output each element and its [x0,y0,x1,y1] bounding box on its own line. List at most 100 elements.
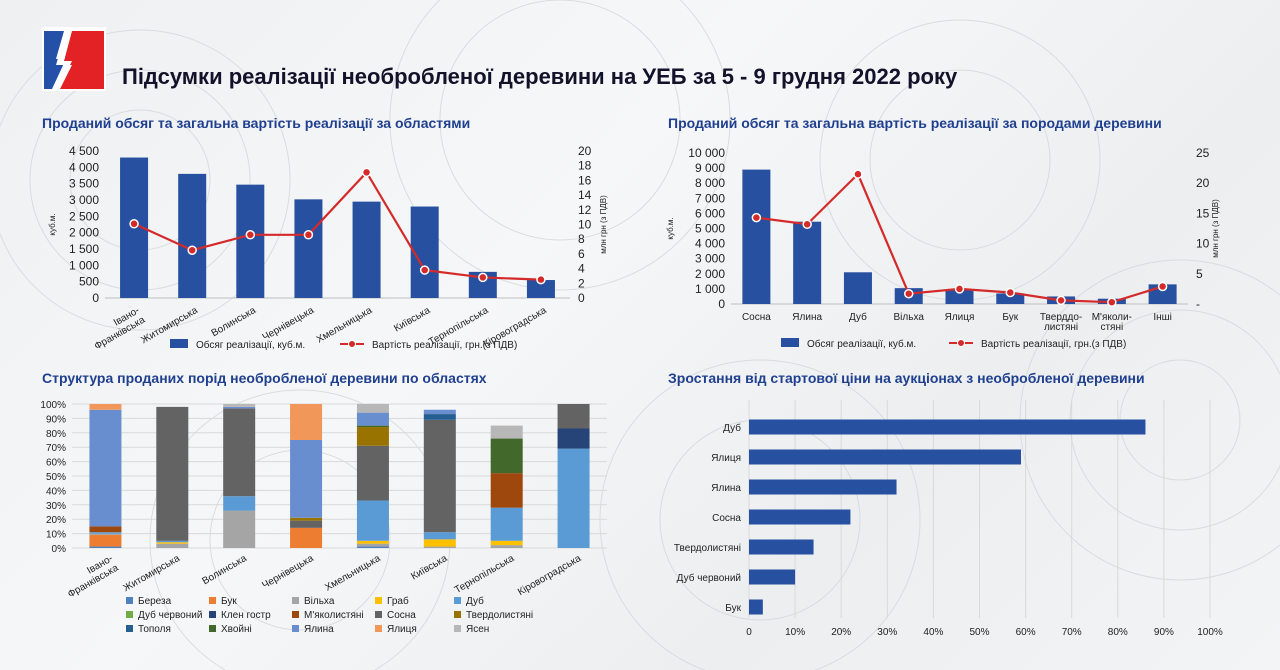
y-tick-label: 1 000 [69,258,99,272]
y-axis-title: куб.м. [48,213,57,235]
y2-tick-label: 4 [578,262,585,276]
legend-label-line: Вартість реалізації, грн.(з ПДВ) [981,339,1126,350]
stack-segment [223,408,256,497]
stack-segment [89,409,122,527]
legend-swatch [454,625,461,632]
y2-tick-label: - [1196,297,1200,311]
x-tick-label-line: Волинська [200,553,249,587]
x-tick-label-line: Чернівецька [261,305,317,343]
line-point [1157,281,1168,292]
legend-swatch [375,611,382,618]
x-tick-label: Тернопільська [453,553,517,596]
y-tick-label: 60% [46,458,66,469]
stack-segment [490,507,523,541]
x-tick-label: Івано-Франківська [61,553,121,600]
line-point [245,230,256,240]
x-tick-label: 60% [1016,627,1036,638]
y2-tick-label: 12 [578,203,592,217]
legend-label: Граб [387,595,409,607]
x-tick-label: 80% [1108,627,1128,638]
stack-segment [223,406,256,409]
stack-segment [223,404,256,407]
x-tick-label: М'яколи-стяні [1092,312,1132,333]
legend-swatch-point [957,339,965,347]
y-tick-label: Дуб [723,422,741,434]
chart-regions: 0 500 1 000 1 500 2 000 2 500 3 000 3 500 4 000 4… [48,144,608,352]
stack-segment [423,414,456,420]
stack-segment [290,527,323,548]
legend-label: Дуб червоний [138,609,202,621]
legend-label: Береза [138,596,172,607]
stack-segment [490,545,523,548]
y-axis-title: куб.м. [666,217,675,239]
x-tick-label: Кіровоградська [516,553,583,598]
legend-label: Хвойні [221,624,252,635]
legend-swatch-volume [170,339,188,348]
stack-segment [490,473,523,508]
stack-segment [89,533,122,536]
bar [178,173,207,298]
y-tick-label: 1 500 [69,242,99,256]
stack-segment [89,535,122,547]
legend-swatch [292,625,299,632]
stack-segment [557,428,590,449]
x-tick-label-line: Волинська [210,305,259,339]
hbar [749,419,1146,435]
y2-tick-label: 5 [1196,267,1203,281]
legend-swatch [209,625,216,632]
x-tick-label: Житомирська [122,553,183,594]
stack-segment [423,539,456,547]
x-tick-label: Івано-Франківська [87,305,147,352]
x-tick-label: Хмельницька [323,553,383,594]
x-tick-label: Дуб [849,311,867,323]
x-tick-label: Тверддо-листяні [1040,312,1082,333]
chart-title-structure: Структура проданих порід необробленої де… [42,370,487,386]
y-tick-label: 4 500 [69,144,99,158]
chart-growth: 0 10% 20% 30% 40% 50% 60% 70% 80% 90% 100% Дуб Ялиця… [674,400,1223,638]
stack-segment [490,540,523,546]
stack-segment [423,532,456,540]
line-point [1107,297,1117,307]
legend-label: Бук [221,596,237,607]
stack-segment [223,510,256,548]
x-tick-label-line: Київська [409,553,449,583]
y-tick-label: Сосна [712,513,741,524]
stack-segment [156,542,189,544]
y-tick-label: 3 500 [69,177,99,191]
hbar [749,509,851,525]
x-tick-label: 10% [785,627,805,638]
stack-segment [89,404,122,410]
line-point [853,169,863,179]
x-tick-label: Ялина [792,312,822,323]
chart-structure: 0% 10% 20% 30% 40% 50% 60% 70% 80% 90% 100% Івано-Ф… [40,400,607,635]
y2-tick-label: 18 [578,159,592,173]
x-tick-label: Ялиця [945,312,975,323]
legend-swatch [209,611,216,618]
x-tick-label: Інші [1153,312,1172,323]
bar [352,201,381,298]
y2-tick-label: 8 [578,232,585,246]
legend-swatch [126,611,133,618]
line-point [536,274,546,285]
bar [236,184,265,298]
legend-label-volume: Обсяг реалізації, куб.м. [196,339,305,351]
hbar [749,599,763,615]
y-tick-label: 500 [79,275,99,289]
x-tick-label-line: Дуб [849,311,867,323]
stack-segment [356,412,389,426]
x-tick-label: 30% [877,627,897,638]
bar [526,280,555,298]
bar [793,221,822,304]
line-point [954,284,965,294]
y-tick-label: 7 000 [695,191,725,205]
y-tick-label: 5 000 [695,222,725,236]
stack-segment [490,438,523,474]
y-tick-label: 1 000 [695,282,725,296]
legend-label: М'яколистяні [304,610,364,621]
y-tick-label: Бук [725,603,741,614]
stack-segment [423,419,456,533]
legend-swatch [126,597,133,604]
x-tick-label-line: Ялиця [945,312,975,323]
x-tick-label-line: Ялина [792,312,822,323]
